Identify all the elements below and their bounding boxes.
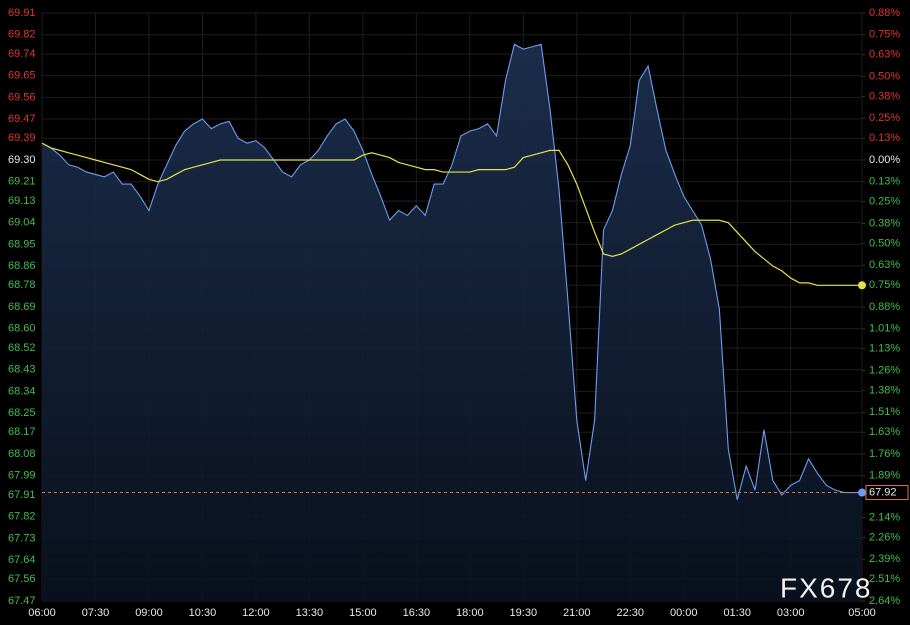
last-price-label: 67.92 — [869, 486, 897, 498]
x-tick-label: 09:00 — [135, 607, 163, 619]
x-tick-label: 00:00 — [670, 607, 698, 619]
x-tick-label: 06:00 — [28, 607, 56, 619]
y2-tick-label: 0.38% — [869, 90, 900, 102]
y2-tick-label: 1.13% — [869, 343, 900, 355]
y2-tick-label: 0.25% — [869, 112, 900, 124]
y-tick-label: 69.04 — [8, 217, 36, 229]
y-tick-label: 68.43 — [8, 364, 36, 376]
y-tick-label: 69.74 — [8, 48, 36, 60]
y-tick-label: 67.64 — [8, 554, 36, 566]
price-area — [42, 44, 862, 601]
y2-tick-label: 2.26% — [869, 531, 900, 543]
y-tick-label: 67.91 — [8, 489, 36, 501]
y2-tick-label: 2.39% — [869, 553, 900, 565]
y2-tick-label: 0.75% — [869, 29, 900, 41]
end-dot — [858, 488, 866, 497]
y-tick-label: 67.99 — [8, 470, 36, 482]
y2-tick-label: 0.13% — [869, 132, 900, 144]
y2-tick-label: 0.50% — [869, 70, 900, 82]
y-tick-label: 68.86 — [8, 260, 36, 272]
x-tick-label: 15:00 — [349, 607, 377, 619]
y-tick-label: 69.47 — [8, 113, 36, 125]
x-tick-label: 03:00 — [777, 607, 805, 619]
y2-tick-label: 0.38% — [869, 217, 900, 229]
x-tick-label: 21:00 — [563, 607, 591, 619]
x-tick-label: 16:30 — [403, 607, 431, 619]
y2-tick-label: 0.63% — [869, 259, 900, 271]
y2-tick-label: 0.50% — [869, 237, 900, 249]
y-tick-label: 69.56 — [8, 91, 36, 103]
y-tick-label: 67.56 — [8, 573, 36, 585]
y-tick-label: 69.65 — [8, 70, 36, 82]
y2-tick-label: 2.51% — [869, 573, 900, 585]
y2-tick-label: 1.76% — [869, 448, 900, 460]
x-tick-label: 05:00 — [848, 607, 876, 619]
y-tick-label: 67.73 — [8, 532, 36, 544]
x-tick-label: 07:30 — [82, 607, 110, 619]
last-price-tag — [865, 485, 909, 501]
y2-tick-label: 1.38% — [869, 384, 900, 396]
y2-tick-label: 1.01% — [869, 323, 900, 335]
x-tick-label: 22:30 — [616, 607, 644, 619]
y-tick-label: 68.17 — [8, 426, 36, 438]
y-tick-label: 68.25 — [8, 407, 36, 419]
y2-tick-label: 1.89% — [869, 470, 900, 482]
y-tick-label: 68.08 — [8, 448, 36, 460]
watermark: FX678 — [780, 572, 873, 603]
y-tick-label: 69.39 — [8, 132, 36, 144]
y-tick-label: 68.52 — [8, 342, 36, 354]
y-tick-label: 68.78 — [8, 279, 36, 291]
y-tick-label: 69.91 — [8, 7, 36, 19]
y-tick-label: 67.82 — [8, 511, 36, 523]
x-tick-label: 10:30 — [189, 607, 217, 619]
x-tick-label: 01:30 — [723, 607, 751, 619]
x-tick-label: 13:30 — [296, 607, 324, 619]
y2-tick-label: 1.51% — [869, 406, 900, 418]
y2-tick-label: 0.00% — [869, 154, 900, 166]
y2-tick-label: 1.26% — [869, 364, 900, 376]
y2-tick-label: 0.25% — [869, 196, 900, 208]
y-tick-label: 67.47 — [8, 595, 36, 607]
y2-tick-label: 2.64% — [869, 595, 900, 607]
x-tick-label: 18:00 — [456, 607, 484, 619]
y-tick-label: 68.95 — [8, 238, 36, 250]
end-dot — [858, 281, 866, 290]
y-tick-label: 68.34 — [8, 385, 36, 397]
y-tick-label: 69.21 — [8, 176, 36, 188]
y2-tick-label: 0.13% — [869, 176, 900, 188]
average-line — [41, 142, 862, 286]
y2-tick-label: 0.63% — [869, 49, 900, 61]
y2-tick-label: 0.75% — [869, 279, 900, 291]
price-line — [41, 43, 862, 500]
y-tick-label: 69.30 — [8, 154, 36, 166]
y-tick-label: 69.13 — [8, 195, 36, 207]
y2-tick-label: 0.88% — [869, 301, 900, 313]
x-tick-label: 19:30 — [510, 607, 538, 619]
y-tick-label: 68.60 — [8, 323, 36, 335]
y2-tick-label: 0.88% — [869, 7, 900, 19]
y2-tick-label: 2.14% — [869, 511, 900, 523]
x-tick-label: 12:00 — [242, 607, 270, 619]
y2-tick-label: 1.63% — [869, 426, 900, 438]
y-tick-label: 69.82 — [8, 29, 36, 41]
y-tick-label: 68.69 — [8, 301, 36, 313]
